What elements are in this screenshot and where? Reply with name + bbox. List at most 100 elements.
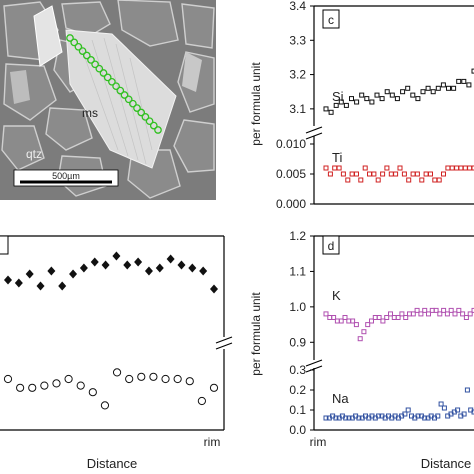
scale-bar-label: 500µm — [52, 171, 80, 181]
na-point — [405, 407, 411, 413]
chart-b: rim Distance — [0, 235, 233, 471]
analysis-spot — [116, 86, 125, 95]
si-point — [333, 102, 339, 108]
ti-point — [384, 165, 390, 171]
circle-point — [64, 374, 73, 384]
chart-d-axis-break — [305, 359, 323, 367]
na-point — [323, 415, 329, 421]
na-series-label: Na — [332, 391, 349, 406]
diamond-point — [112, 251, 121, 261]
grain — [61, 1, 111, 37]
k-point — [456, 307, 462, 313]
analysis-spot — [108, 77, 116, 86]
na-point — [438, 401, 444, 407]
ti-point — [323, 165, 329, 171]
analysis-spot — [74, 42, 83, 51]
na-point — [343, 415, 349, 421]
si-point — [456, 78, 462, 84]
k-point — [403, 315, 409, 320]
k-series-label: K — [332, 288, 341, 303]
diamond-point — [199, 266, 208, 276]
circle-point — [76, 381, 85, 390]
k-point — [444, 311, 450, 317]
k-point — [380, 318, 386, 324]
analysis-spot — [99, 69, 108, 77]
diamond-point — [210, 284, 218, 294]
diamond-point — [188, 263, 197, 273]
cleavage-line — [115, 43, 147, 165]
chart-c-tick-label: 0.005 — [276, 167, 306, 181]
analysis-spots — [66, 34, 162, 134]
k-point — [350, 318, 356, 324]
si-point — [338, 99, 344, 105]
circle-point — [88, 388, 97, 397]
circle-point — [3, 374, 13, 384]
na-point — [333, 415, 339, 421]
cleavage-line — [79, 43, 119, 151]
chart-c-tick-label: 3.1 — [289, 102, 306, 116]
k-point — [448, 307, 454, 313]
k-point — [353, 322, 359, 328]
ti-point — [406, 177, 412, 183]
k-point — [365, 322, 371, 328]
analysis-spot — [103, 73, 112, 82]
ti-point — [436, 177, 442, 183]
k-point — [376, 315, 382, 320]
k-point — [441, 307, 447, 313]
cleavage-lines — [79, 37, 153, 165]
ti-point — [441, 171, 446, 177]
diamond-point — [25, 269, 34, 279]
k-point — [433, 307, 439, 313]
ti-point — [362, 165, 368, 171]
si-point — [343, 102, 349, 108]
diamond-point — [177, 260, 186, 270]
circle-point — [161, 374, 170, 384]
na-point — [441, 405, 447, 411]
circle-point — [209, 383, 219, 392]
chart-b-rim-label: rim — [204, 435, 221, 449]
grain — [1, 125, 45, 171]
si-point — [328, 109, 334, 115]
k-point — [357, 336, 363, 342]
k-point — [418, 311, 424, 317]
ti-point — [397, 165, 403, 171]
chart-c-panel-label: c — [328, 13, 334, 27]
chart-c-panel-label-box — [322, 9, 340, 29]
si-point — [435, 85, 441, 91]
na-point — [422, 415, 428, 421]
ti-point — [345, 177, 351, 183]
si-point — [466, 82, 472, 88]
k-point — [331, 315, 337, 320]
circle-point — [52, 379, 61, 388]
k-point — [338, 318, 344, 324]
diamond-point — [90, 257, 99, 267]
k-point — [395, 315, 401, 320]
ti-point — [449, 165, 455, 171]
si-point — [451, 85, 457, 91]
k-point — [467, 311, 473, 317]
chart-d-ylabel: per formula unit — [249, 292, 263, 376]
si-series-label: Si — [332, 89, 344, 104]
si-point — [323, 106, 329, 112]
ti-point — [332, 165, 338, 171]
circle-point — [197, 396, 206, 406]
chart-d-rim-label: rim — [310, 435, 327, 449]
si-point — [364, 96, 370, 102]
chart-c-tick-label: 0.000 — [276, 197, 306, 211]
si-point — [415, 96, 421, 102]
ti-point — [358, 177, 364, 183]
ti-point — [371, 171, 377, 177]
chart-d-panel-label: d — [328, 239, 335, 253]
si-point — [379, 96, 385, 102]
chart-b-axis-break — [215, 342, 233, 350]
grain — [173, 119, 215, 173]
si-point — [374, 92, 380, 98]
ti-point — [380, 171, 386, 177]
si-point — [440, 82, 446, 88]
diamond-point — [58, 281, 67, 291]
ti-point — [428, 171, 433, 177]
qtz-label: qtz — [26, 147, 42, 161]
chart-d-tick-label: 0.2 — [289, 383, 306, 397]
chart-c-points — [323, 68, 474, 183]
chart-d-xlabel: Distance — [421, 456, 472, 471]
